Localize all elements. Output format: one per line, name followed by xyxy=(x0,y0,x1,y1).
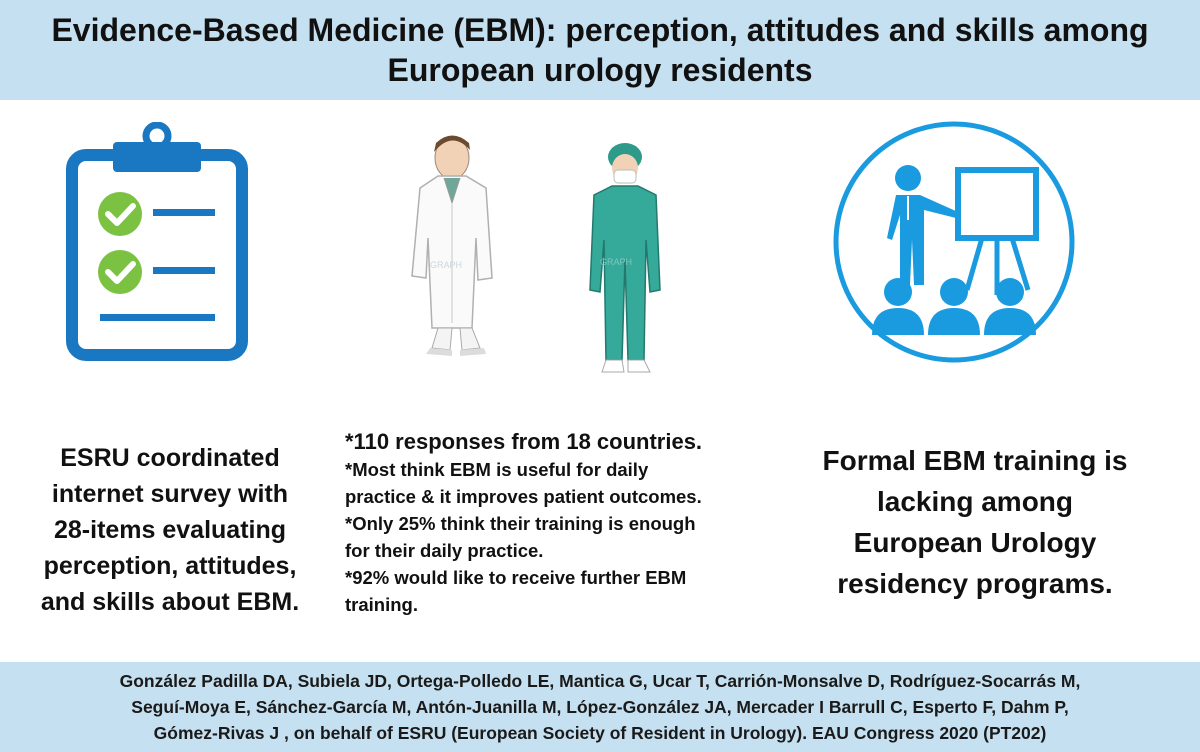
presentation-audience-icon xyxy=(833,121,1075,363)
conclusion-line: European Urology xyxy=(853,527,1097,558)
surgeon-figure-icon: GRAPH xyxy=(589,143,661,373)
results-line: *Most think EBM is useful for daily xyxy=(345,459,649,480)
results-line: *Only 25% think their training is enough xyxy=(345,513,696,534)
results-line: practice & it improves patient outcomes. xyxy=(345,486,702,507)
doctor-figure-icon: GRAPH xyxy=(411,135,493,356)
conclusion-line: residency programs. xyxy=(837,568,1113,599)
results-line: for their daily practice. xyxy=(345,540,544,561)
authors-line-3: Gómez-Rivas J , on behalf of ESRU (Europ… xyxy=(153,723,1047,743)
results-list: *110 responses from 18 countries. *Most … xyxy=(345,428,775,618)
authors-line-2: Seguí-Moya E, Sánchez-García M, Antón-Ju… xyxy=(131,697,1069,717)
authors-line-1: González Padilla DA, Subiela JD, Ortega-… xyxy=(119,671,1081,691)
survey-line: ESRU coordinated xyxy=(60,444,280,472)
results-line: *92% would like to receive further EBM xyxy=(345,567,687,588)
conclusion-line: Formal EBM training is xyxy=(822,445,1128,476)
survey-line: and skills about EBM. xyxy=(40,588,300,616)
survey-line: perception, attitudes, xyxy=(43,552,297,580)
title-banner: Evidence-Based Medicine (EBM): perceptio… xyxy=(0,0,1200,100)
results-responses: *110 responses from 18 countries. xyxy=(345,429,703,454)
survey-description: ESRU coordinated internet survey with 28… xyxy=(20,440,320,620)
clipboard-checklist-icon xyxy=(66,122,248,361)
authors-banner: González Padilla DA, Subiela JD, Ortega-… xyxy=(0,662,1200,752)
survey-line: internet survey with xyxy=(51,480,289,508)
watermark-text-2: GRAPH xyxy=(600,257,632,267)
title-line-2: European urology residents xyxy=(387,52,813,88)
watermark-text-1: GRAPH xyxy=(430,260,462,270)
conclusion-text: Formal EBM training is lacking among Eur… xyxy=(795,440,1155,604)
conclusion-line: lacking among xyxy=(876,486,1074,517)
title-line-1: Evidence-Based Medicine (EBM): perceptio… xyxy=(51,12,1149,48)
results-line: training. xyxy=(345,594,418,615)
survey-line: 28-items evaluating xyxy=(53,516,287,544)
